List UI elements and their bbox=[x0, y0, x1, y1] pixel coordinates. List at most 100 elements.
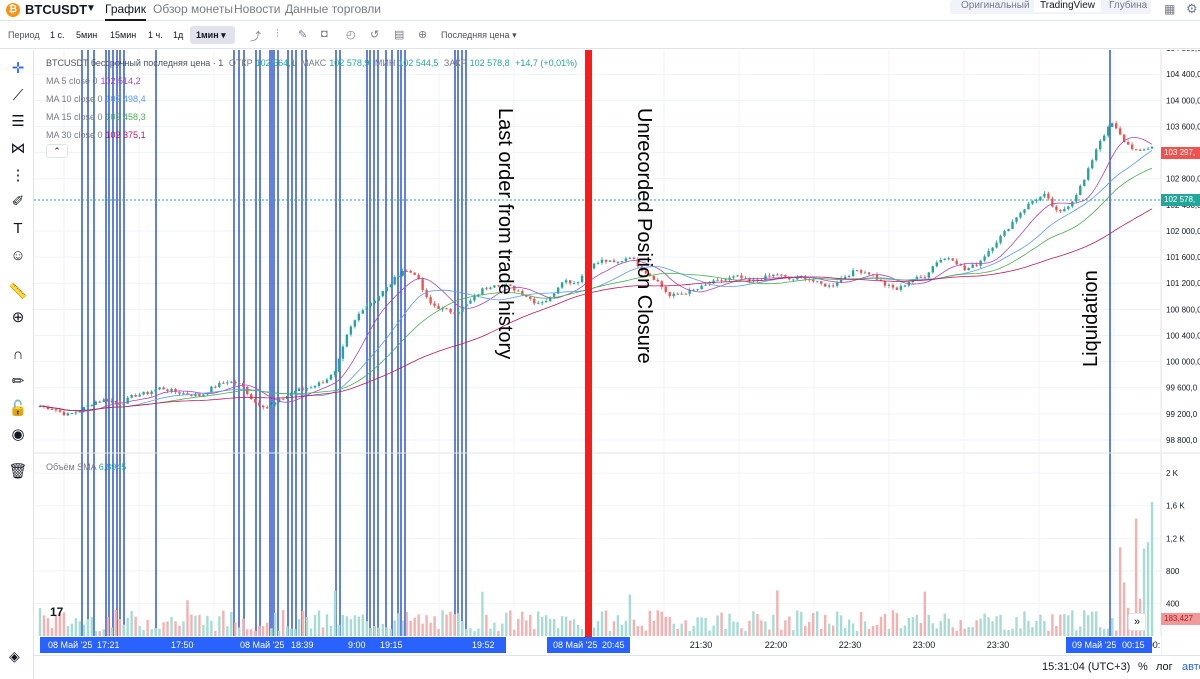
crosshair-price-label: 102 578, bbox=[1161, 194, 1200, 206]
auto-toggle[interactable]: авто bbox=[1182, 661, 1200, 673]
volume-bar bbox=[744, 630, 747, 636]
interval-5m[interactable]: 5мин bbox=[76, 30, 98, 40]
percent-toggle[interactable]: % bbox=[1138, 661, 1148, 673]
volume-bar bbox=[541, 616, 544, 636]
compare-icon[interactable]: ⫶ bbox=[276, 28, 279, 40]
volume-bar bbox=[94, 631, 97, 636]
view-tradingview[interactable]: TradingView bbox=[1034, 0, 1102, 12]
ma30-value: 102 375,1 bbox=[105, 130, 146, 140]
candle-body bbox=[951, 258, 954, 261]
pattern-icon[interactable]: ⋈ bbox=[10, 140, 26, 157]
fib-icon[interactable]: ⋮ bbox=[10, 167, 26, 184]
volume-bar bbox=[708, 630, 711, 636]
alarm-icon[interactable]: ◴ bbox=[346, 29, 356, 41]
volume-bar bbox=[349, 619, 353, 636]
view-original[interactable]: Оригинальный bbox=[961, 0, 1030, 11]
ma5-value: 102 514,2 bbox=[100, 76, 141, 86]
horizontal-lines-icon[interactable]: ☰ bbox=[11, 113, 25, 130]
interval-1h[interactable]: 1 ч. bbox=[148, 30, 163, 40]
tab-coin-overview[interactable]: Обзор монеты bbox=[153, 2, 233, 16]
camera-icon[interactable]: ◘ bbox=[321, 28, 328, 40]
chevron-down-icon[interactable]: ▼ bbox=[86, 3, 96, 14]
volume-bar bbox=[1071, 610, 1074, 636]
volume-bar bbox=[158, 628, 161, 636]
interval-dropdown[interactable]: 1мин ▾ bbox=[190, 26, 235, 44]
text-icon[interactable]: T bbox=[13, 220, 23, 237]
tab-chart[interactable]: График bbox=[105, 2, 146, 21]
zoom-in-icon[interactable]: ⊕ bbox=[11, 309, 25, 326]
annotation-liquidation: Liquidation bbox=[1080, 270, 1102, 367]
emoji-icon[interactable]: ☺ bbox=[10, 247, 26, 264]
volume-bar bbox=[254, 631, 257, 636]
candle-body bbox=[999, 235, 1002, 243]
candle-body bbox=[182, 393, 185, 395]
active-interval-label: 1мин bbox=[196, 30, 219, 40]
ma10-label: MA 10 close 0 bbox=[46, 94, 103, 104]
candle-body bbox=[548, 296, 552, 302]
volume-bar bbox=[134, 616, 137, 636]
undo-icon[interactable]: ↺ bbox=[370, 29, 380, 41]
volume-bar bbox=[688, 630, 691, 636]
legend-close-label: ЗАКР bbox=[443, 58, 467, 68]
scroll-to-realtime-button[interactable]: » bbox=[1128, 613, 1146, 631]
volume-bar bbox=[86, 619, 90, 636]
collapse-legend-button[interactable]: ⌃ bbox=[46, 144, 68, 158]
calendar-icon[interactable]: ▤ bbox=[394, 29, 405, 41]
volume-bar bbox=[98, 631, 101, 636]
candle-body bbox=[349, 326, 353, 335]
candle-body bbox=[537, 302, 540, 304]
volume-bar bbox=[788, 616, 791, 636]
brush-icon[interactable]: ✐ bbox=[11, 193, 25, 210]
price-type-select[interactable]: Последняя цена ▾ bbox=[441, 30, 517, 41]
volume-bar bbox=[46, 618, 50, 636]
candle-body bbox=[983, 256, 986, 261]
interval-1s[interactable]: 1 с. bbox=[50, 30, 65, 40]
candle-body bbox=[1134, 149, 1138, 151]
tab-trading-data[interactable]: Данные торговли bbox=[285, 2, 381, 16]
candle-body bbox=[365, 306, 369, 311]
interval-15m[interactable]: 15мин bbox=[110, 30, 137, 40]
candle-body bbox=[505, 284, 508, 286]
volume-bar bbox=[1031, 627, 1034, 636]
chart-area[interactable]: 104 800,0 104 400,0 104 000,0 103 600,0 103 … bbox=[34, 50, 1200, 655]
candle-body bbox=[265, 407, 269, 409]
chevron-down-icon: ▾ bbox=[512, 30, 517, 40]
log-toggle[interactable]: лог bbox=[1156, 661, 1173, 673]
candle-body bbox=[489, 287, 492, 289]
trash-icon[interactable]: 🗑 bbox=[8, 463, 28, 480]
crosshair-icon[interactable]: ✛ bbox=[11, 60, 25, 77]
plus-circle-icon[interactable]: ⊕ bbox=[418, 29, 428, 41]
candle-body bbox=[126, 397, 129, 404]
volume-bar bbox=[1083, 610, 1086, 636]
interval-1d[interactable]: 1д bbox=[173, 30, 184, 40]
lock-drawing-icon[interactable]: ✏ bbox=[11, 373, 25, 390]
pencil-icon[interactable]: ✎ bbox=[298, 29, 308, 41]
volume-bar bbox=[309, 628, 313, 636]
volume-bar bbox=[357, 616, 361, 636]
symbol-name[interactable]: BTCUSDT bbox=[25, 2, 88, 17]
gear-icon[interactable]: ⚙ bbox=[1186, 1, 1198, 16]
eye-icon[interactable]: ◉ bbox=[11, 426, 25, 443]
volume-bar bbox=[509, 610, 512, 636]
volume-bar bbox=[445, 614, 448, 636]
trendline-icon[interactable]: ⟋ bbox=[12, 87, 24, 104]
candle-body bbox=[684, 293, 687, 295]
legend-open-label: ОТКР bbox=[228, 58, 253, 68]
candle-body bbox=[98, 401, 101, 403]
indicators-icon[interactable]: ⤴ bbox=[250, 31, 261, 43]
annotation-last-order: Last order from trade history bbox=[494, 108, 516, 360]
clock[interactable]: 15:31:04 (UTC+3) bbox=[1042, 661, 1131, 673]
layout-grid-icon[interactable]: ▦ bbox=[1164, 2, 1176, 16]
layers-icon[interactable]: ◈ bbox=[9, 648, 20, 664]
volume-bar bbox=[194, 615, 197, 636]
time-highlight-right: 09 Май '25 00:15 bbox=[1066, 637, 1152, 653]
lock-icon[interactable]: 🔓 bbox=[8, 400, 28, 417]
magnet-icon[interactable]: ∩ bbox=[12, 346, 24, 363]
candle-body bbox=[1015, 217, 1018, 222]
candle-body bbox=[592, 263, 596, 269]
view-depth[interactable]: Глубина bbox=[1109, 0, 1148, 11]
tab-news[interactable]: Новости bbox=[234, 2, 281, 16]
candle-body bbox=[596, 262, 600, 264]
ruler-icon[interactable]: 📏 bbox=[8, 283, 28, 300]
candle-body bbox=[895, 287, 899, 290]
